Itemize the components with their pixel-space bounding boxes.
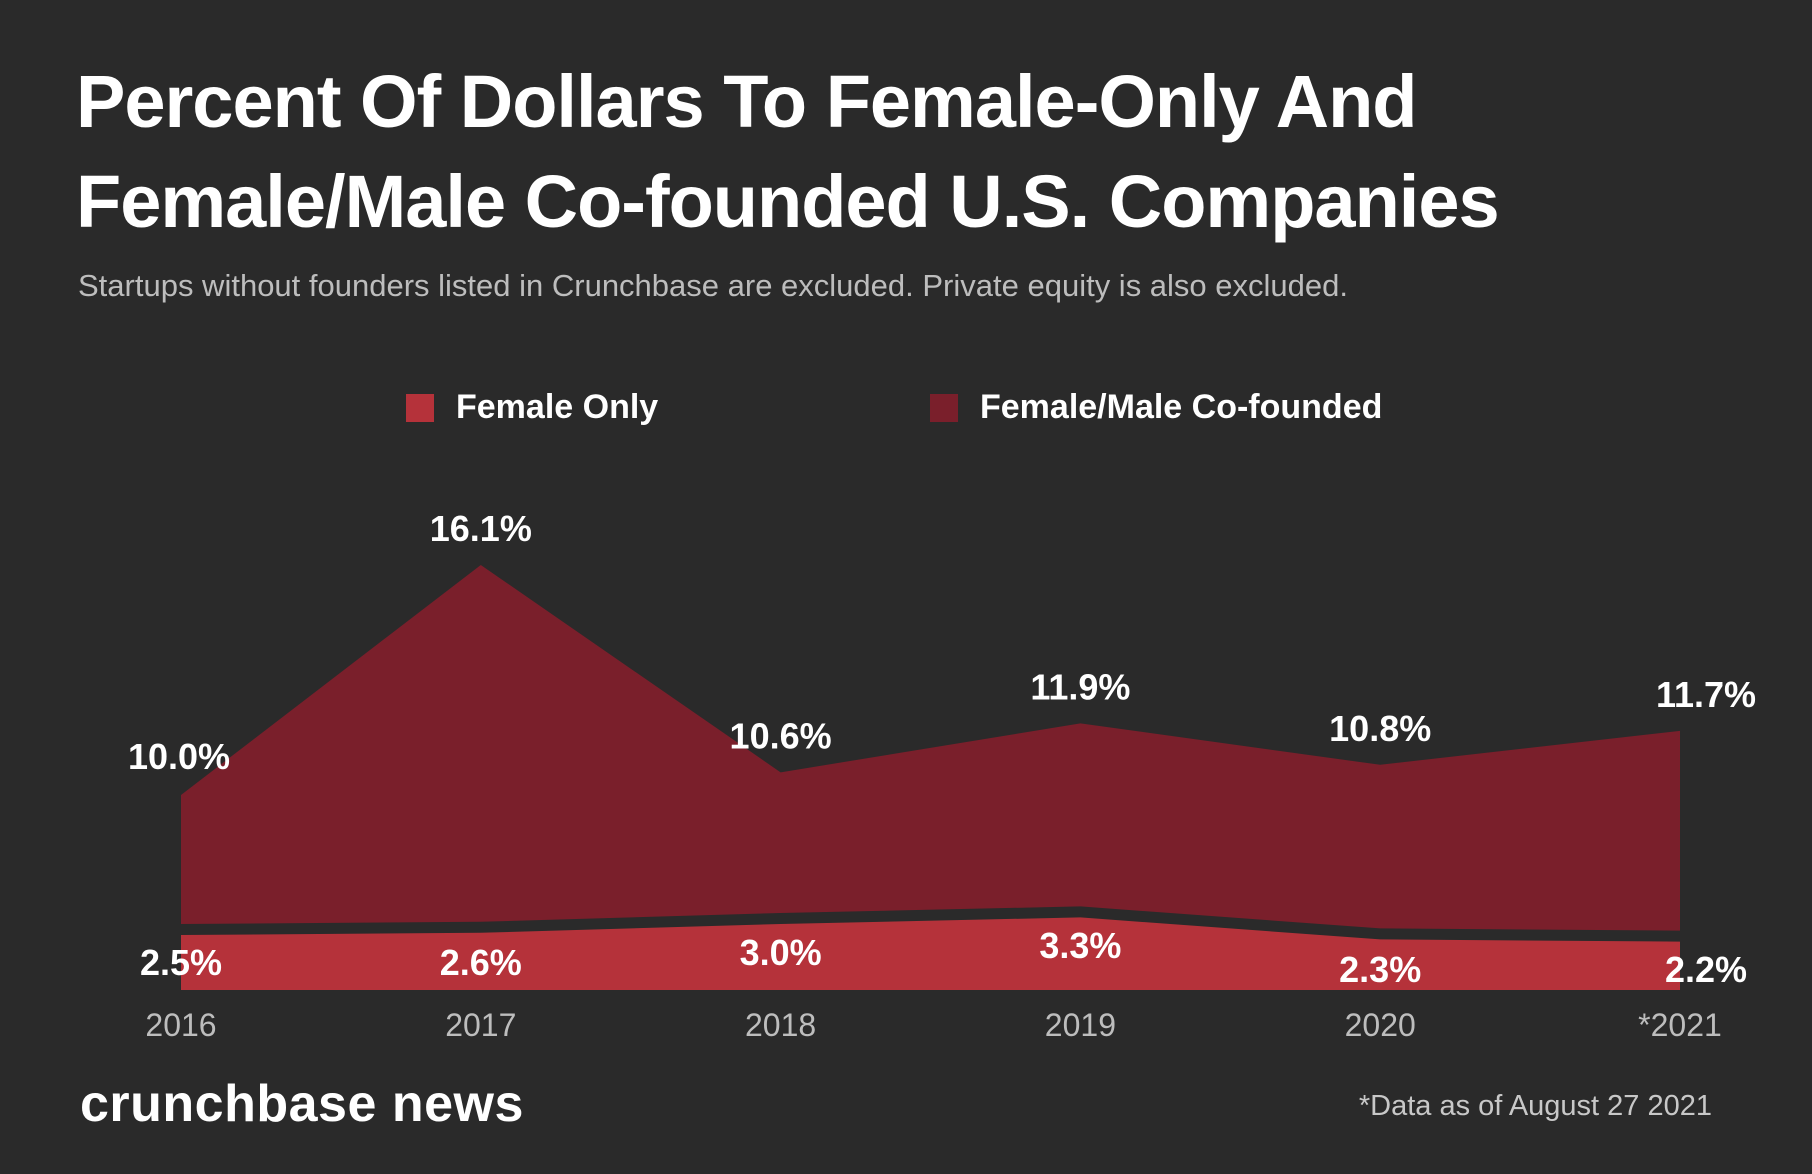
legend-item-cofounded: Female/Male Co-founded [930, 388, 1382, 427]
x-tick-label: 2019 [1045, 1007, 1116, 1040]
legend: Female Only Female/Male Co-founded [0, 388, 1812, 432]
legend-swatch-cofounded [930, 393, 958, 422]
female-only-value-label: 2.3% [1339, 949, 1421, 990]
area-female-only [181, 917, 1680, 990]
cofounded-value-label: 10.0% [128, 736, 230, 777]
female-only-value-label: 3.0% [740, 932, 822, 973]
x-tick-label: 2018 [745, 1007, 816, 1040]
cofounded-value-label: 10.8% [1329, 708, 1431, 749]
cofounded-value-label: 16.1% [430, 508, 532, 549]
female-only-value-label: 2.5% [140, 942, 222, 983]
cofounded-value-label: 11.7% [1656, 674, 1756, 715]
cofounded-value-label: 10.6% [730, 715, 832, 756]
chart-subtitle: Startups without founders listed in Crun… [78, 268, 1348, 303]
legend-item-female-only: Female Only [406, 388, 658, 427]
chart-title: Percent Of Dollars To Female-Only And Fe… [76, 60, 1500, 243]
x-tick-label: 2017 [445, 1007, 516, 1040]
data-footnote: *Data as of August 27 2021 [1358, 1090, 1712, 1122]
x-tick-label: *2021 [1638, 1007, 1722, 1040]
cofounded-value-label: 11.9% [1030, 666, 1130, 707]
legend-label-female-only: Female Only [456, 388, 659, 426]
legend-swatch-female-only [406, 393, 434, 422]
female-only-value-label: 3.3% [1039, 925, 1121, 966]
area-cofounded [181, 565, 1680, 931]
x-tick-label: 2020 [1345, 1007, 1416, 1040]
x-tick-label: 2016 [145, 1007, 216, 1040]
female-only-value-label: 2.6% [440, 942, 522, 983]
legend-label-cofounded: Female/Male Co-founded [980, 388, 1383, 426]
crunchbase-news-logo: crunchbase news [80, 1075, 524, 1133]
female-only-value-label: 2.2% [1665, 949, 1747, 990]
area-chart: 10.0% 16.1% 10.6% 11.9% 10.8% 11.7% 2.5% 2.6% 3.… [128, 508, 1756, 1040]
